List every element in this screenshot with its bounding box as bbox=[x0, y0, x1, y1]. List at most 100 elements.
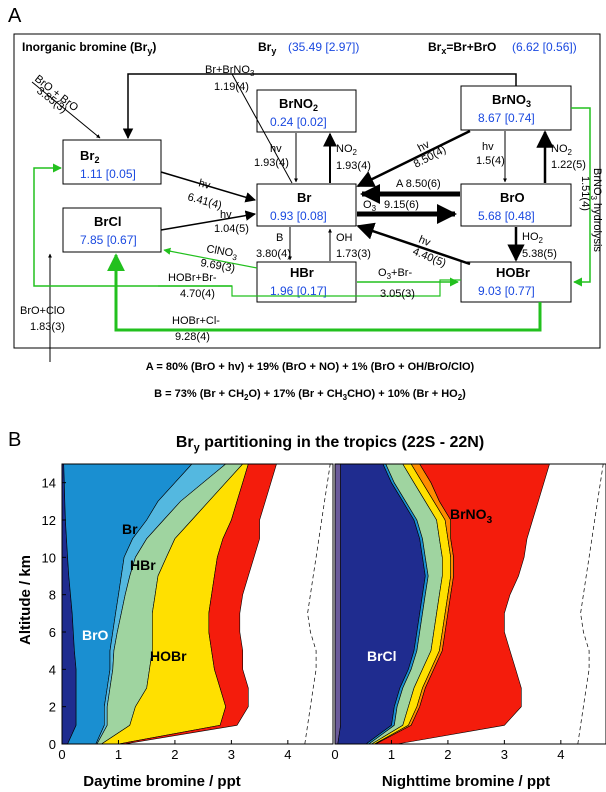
panel-b-title: Bry partitioning in the tropics (22S - 2… bbox=[176, 434, 484, 454]
header-brx-value: (6.62 [0.56]) bbox=[512, 40, 577, 54]
svg-text:1.96 [0.17]: 1.96 [0.17] bbox=[270, 284, 327, 298]
label-br2-hv: hv bbox=[197, 177, 212, 192]
chart-nighttime: 0 1 2 3 4 bbox=[331, 463, 606, 762]
reaction-arrows bbox=[31, 73, 554, 362]
y-tick-label: 2 bbox=[49, 700, 56, 715]
label-o3-rate: 9.15(6) bbox=[384, 199, 419, 211]
arrow-brcl-to-br bbox=[160, 210, 257, 231]
x-tick-label: 4 bbox=[284, 747, 291, 762]
box-hbr: HBr 1.96 [0.17] bbox=[256, 261, 357, 303]
green-arrows bbox=[33, 107, 591, 332]
arrow-hobr-br-to-br2 bbox=[33, 163, 232, 287]
panel-a-letter: A bbox=[8, 5, 22, 27]
box-br: Br 0.93 [0.08] bbox=[256, 183, 357, 227]
arrow-loop-to-br bbox=[231, 73, 293, 184]
box-br2: Br2 1.11 [0.05] bbox=[62, 139, 162, 185]
label-o3-br: O3+Br- bbox=[378, 267, 412, 281]
header-bry-value: (35.49 [2.97]) bbox=[288, 40, 359, 54]
x-tick-label: 0 bbox=[331, 747, 338, 762]
day-label-br: Br bbox=[122, 521, 138, 537]
label-o3: O3 bbox=[363, 199, 377, 213]
label-br-brno3-rate: 1.19(4) bbox=[214, 81, 249, 93]
label-br-brno3: Br+BrNO3 bbox=[205, 64, 255, 78]
arrow-hobr-cl-to-brcl bbox=[107, 253, 542, 332]
svg-text:BrNO3: BrNO3 bbox=[492, 92, 531, 109]
label-b: B bbox=[276, 232, 283, 244]
svg-text:BrCl: BrCl bbox=[94, 214, 121, 229]
arrow-brno3-to-br bbox=[356, 129, 471, 188]
label-brno3-hydrolysis-rate: 1.51(4) bbox=[579, 176, 591, 211]
x-tick-label: 2 bbox=[171, 747, 178, 762]
y-tick-label: 10 bbox=[42, 550, 56, 565]
svg-text:Br2: Br2 bbox=[80, 148, 99, 165]
label-b-rate: 3.80(4) bbox=[256, 248, 291, 260]
label-brcl-hv: hv bbox=[220, 209, 232, 221]
plot-frame bbox=[334, 463, 606, 745]
total-bry-dashed-line bbox=[577, 463, 604, 745]
y-tick-label: 12 bbox=[42, 513, 56, 528]
box-brno3: BrNO3 8.67 [0.74] bbox=[460, 85, 572, 131]
svg-text:Br: Br bbox=[297, 190, 311, 205]
header-inorganic-bromine: Inorganic bromine (Bry) bbox=[22, 40, 156, 56]
svg-text:8.67 [0.74]: 8.67 [0.74] bbox=[478, 111, 535, 125]
label-o3-br-rate: 3.05(3) bbox=[380, 288, 415, 300]
x-tick-label: 4 bbox=[557, 747, 564, 762]
y-tick-label: 14 bbox=[42, 476, 56, 491]
header-brx: Brx=Br+BrO bbox=[428, 40, 496, 56]
area-br2 bbox=[334, 463, 341, 745]
label-br-no2-rate: 1.93(4) bbox=[336, 160, 371, 172]
arrow-clno3-to-brcl bbox=[163, 247, 258, 269]
label-bro-ho2: HO2 bbox=[522, 231, 544, 245]
header-bry: Bry bbox=[258, 40, 276, 56]
svg-text:5.68 [0.48]: 5.68 [0.48] bbox=[478, 209, 535, 223]
label-brno2-hv: hv bbox=[270, 143, 282, 155]
reaction-labels: BrO + BrO 3.85(3) Br+BrNO3 1.19(4) hv 6.… bbox=[20, 64, 603, 343]
svg-text:0.24 [0.02]: 0.24 [0.02] bbox=[270, 115, 327, 129]
label-hobr-br: HOBr+Br- bbox=[168, 272, 217, 284]
arrow-brno3-hydrolysis bbox=[571, 107, 591, 287]
box-hobr: HOBr 9.03 [0.77] bbox=[460, 261, 572, 303]
svg-text:BrNO2: BrNO2 bbox=[279, 96, 318, 113]
night-label-brno3: BrNO3 bbox=[450, 506, 493, 526]
x-tick-label: 2 bbox=[444, 747, 451, 762]
label-hobr-cl-rate: 9.28(4) bbox=[175, 331, 210, 343]
label-brcl-hv-rate: 1.04(5) bbox=[214, 223, 249, 235]
label-bro-ho2-rate: 5.38(5) bbox=[522, 248, 557, 260]
arrow-br2-to-br bbox=[160, 171, 257, 203]
total-bry-dashed-line bbox=[304, 463, 331, 745]
x-tick-label: 1 bbox=[115, 747, 122, 762]
svg-text:0.93 [0.08]: 0.93 [0.08] bbox=[270, 209, 327, 223]
y-tick-label: 8 bbox=[49, 588, 56, 603]
footnote-b: B = 73% (Br + CH2O) + 17% (Br + CH3CHO) … bbox=[154, 388, 466, 402]
svg-text:BrO: BrO bbox=[500, 190, 525, 205]
svg-text:7.85 [0.67]: 7.85 [0.67] bbox=[80, 233, 137, 247]
label-br2-hv-rate: 6.41(4) bbox=[186, 191, 223, 212]
label-bro-no2: NO2 bbox=[551, 143, 573, 157]
night-label-brcl: BrCl bbox=[367, 648, 397, 664]
box-bro: BrO 5.68 [0.48] bbox=[460, 183, 572, 227]
arrow-br-brno3-to-br2 bbox=[122, 73, 517, 140]
label-brno2-hv-rate: 1.93(4) bbox=[254, 157, 289, 169]
label-bro-clo: BrO+ClO bbox=[20, 305, 65, 317]
box-brcl: BrCl 7.85 [0.67] bbox=[62, 207, 162, 253]
panel-b-letter: B bbox=[8, 429, 21, 451]
day-label-hobr: HOBr bbox=[150, 648, 187, 664]
label-bro-hv-rate: 1.5(4) bbox=[476, 155, 505, 167]
label-brno3-hv: hv bbox=[416, 138, 432, 154]
label-bro-no2-rate: 1.22(5) bbox=[551, 159, 586, 171]
svg-text:1.11 [0.05]: 1.11 [0.05] bbox=[80, 167, 136, 181]
arrow-hobr-to-br bbox=[356, 222, 471, 266]
x-tick-label: 3 bbox=[228, 747, 235, 762]
x-tick-label: 0 bbox=[58, 747, 65, 762]
day-label-hbr: HBr bbox=[130, 557, 156, 573]
x-axis-label-night: Nighttime bromine / ppt bbox=[382, 773, 550, 790]
y-tick-label: 0 bbox=[49, 737, 56, 752]
x-tick-label: 1 bbox=[388, 747, 395, 762]
label-bro-hv: hv bbox=[482, 141, 494, 153]
y-tick-label: 6 bbox=[49, 625, 56, 640]
box-brno2: BrNO2 0.24 [0.02] bbox=[256, 89, 357, 133]
label-oh-rate: 1.73(3) bbox=[336, 248, 371, 260]
panel-a-frame bbox=[13, 33, 601, 349]
label-clno3: ClNO3 bbox=[205, 243, 239, 262]
